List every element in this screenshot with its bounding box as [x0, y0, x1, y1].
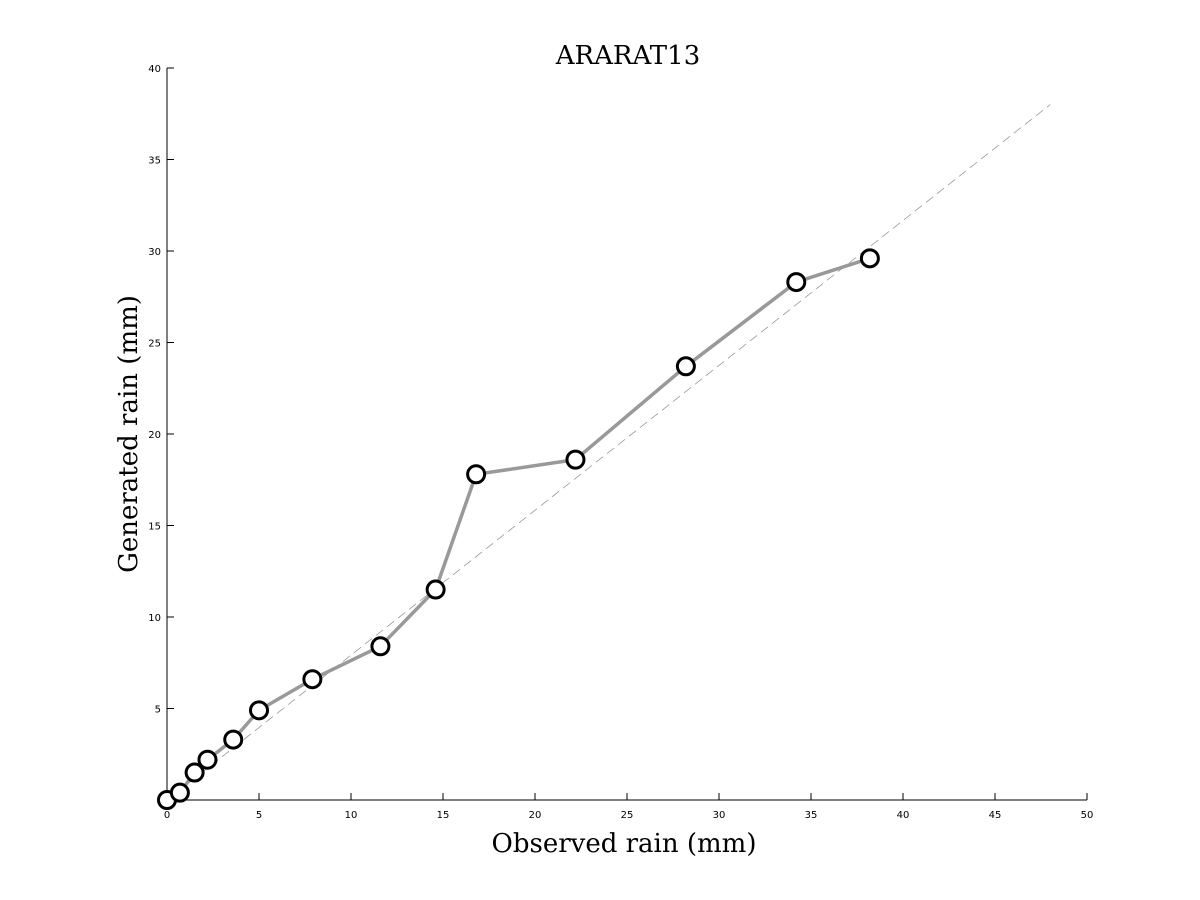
x-tick-label: 25: [621, 810, 634, 821]
data-point: [184, 762, 205, 783]
x-tick-label: 40: [897, 810, 910, 821]
data-point: [370, 636, 391, 657]
data-point: [197, 749, 218, 770]
data-point: [249, 700, 269, 721]
y-tick-label: 15: [148, 522, 161, 533]
x-tick-label: 30: [713, 810, 726, 821]
y-tick-label: 25: [148, 339, 161, 350]
reference-line-layer: [166, 104, 1051, 801]
x-tick-label: 5: [256, 810, 262, 821]
y-tick-label: 10: [148, 613, 161, 624]
data-point: [169, 782, 190, 803]
x-axis-label: Observed rain (mm): [492, 829, 757, 859]
y-tick-label: 20: [148, 430, 161, 441]
data-point: [786, 272, 807, 293]
x-tick-label: 45: [989, 810, 1002, 821]
x-tick-label: 0: [164, 810, 170, 821]
reference-line: [166, 104, 1051, 801]
data-point: [425, 579, 446, 600]
axes: 0 5 10 15 20 25 30 35 40 45 50 5 10 15 20 25 30 35 40: [148, 64, 1093, 821]
data-point: [466, 464, 487, 485]
data-point: [565, 449, 586, 470]
x-tick-label: 50: [1081, 810, 1094, 821]
data-point: [302, 669, 323, 690]
series-line: [166, 256, 871, 802]
data-point: [223, 729, 244, 750]
series-layer: [157, 248, 880, 810]
data-point: [859, 248, 880, 269]
y-tick-label: 5: [155, 705, 161, 716]
y-axis-label: Generated rain (mm): [114, 295, 144, 573]
chart-title: ARARAT13: [555, 41, 701, 71]
x-tick-label: 15: [437, 810, 450, 821]
y-tick-label: 40: [148, 64, 161, 75]
x-tick-label: 20: [529, 810, 542, 821]
x-tick-label: 10: [345, 810, 358, 821]
x-tick-label: 35: [805, 810, 818, 821]
data-point: [675, 356, 696, 377]
y-tick-label: 30: [148, 247, 161, 258]
y-tick-label: 35: [148, 156, 161, 167]
